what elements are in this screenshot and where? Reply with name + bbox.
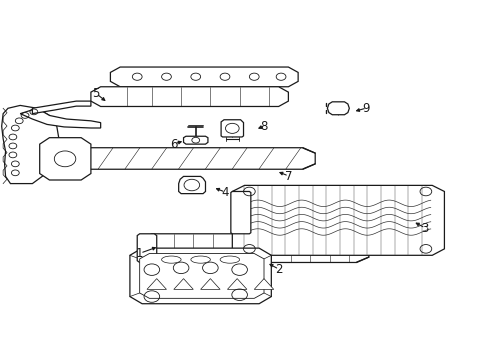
Text: 7: 7 — [284, 170, 291, 183]
Ellipse shape — [190, 256, 210, 263]
Polygon shape — [91, 87, 288, 107]
Ellipse shape — [161, 256, 181, 263]
Text: 1: 1 — [136, 247, 143, 260]
Text: 9: 9 — [362, 102, 369, 115]
Text: 8: 8 — [260, 120, 267, 133]
Text: 2: 2 — [274, 263, 282, 276]
Polygon shape — [147, 279, 166, 289]
Polygon shape — [110, 67, 298, 87]
Polygon shape — [178, 176, 205, 194]
Text: 6: 6 — [170, 138, 177, 150]
Polygon shape — [140, 253, 264, 298]
Polygon shape — [232, 185, 444, 255]
Polygon shape — [137, 234, 157, 262]
Polygon shape — [130, 248, 271, 304]
Polygon shape — [254, 279, 273, 289]
Text: 3: 3 — [420, 222, 427, 235]
Text: 5: 5 — [92, 87, 99, 100]
Polygon shape — [327, 102, 348, 115]
Polygon shape — [200, 279, 220, 289]
Text: 4: 4 — [221, 186, 228, 199]
Polygon shape — [183, 136, 207, 144]
Polygon shape — [140, 234, 368, 262]
Polygon shape — [1, 105, 59, 184]
Polygon shape — [20, 108, 101, 128]
Polygon shape — [227, 279, 246, 289]
Ellipse shape — [220, 256, 239, 263]
Polygon shape — [79, 148, 315, 169]
Polygon shape — [40, 138, 91, 180]
Polygon shape — [221, 120, 243, 137]
Polygon shape — [32, 101, 91, 114]
Polygon shape — [230, 192, 250, 234]
Polygon shape — [173, 279, 193, 289]
